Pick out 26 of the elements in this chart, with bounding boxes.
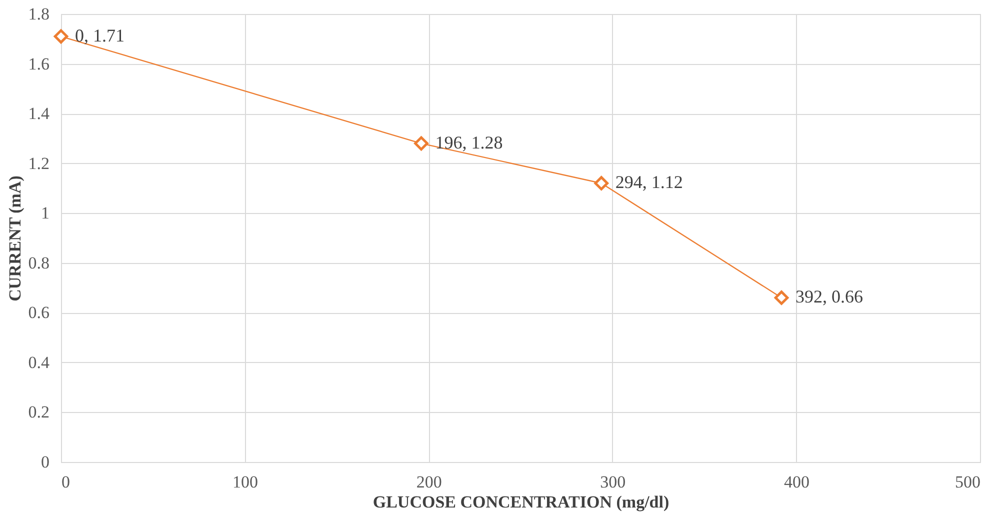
point — [594, 176, 609, 190]
y-tick-label: 0 — [41, 452, 50, 472]
x-tick-label: 400 — [784, 472, 810, 492]
y-tick-label: 1.4 — [28, 104, 50, 124]
x-tick-label: 100 — [232, 472, 258, 492]
y-tick-label: 1.6 — [28, 54, 50, 74]
point — [414, 136, 428, 151]
data-label: 294, 1.12 — [615, 172, 683, 192]
x-axis-title: GLUCOSE CONCENTRATION (mg/dl) — [372, 492, 670, 512]
point — [54, 29, 68, 44]
y-tick-label: 1.8 — [28, 4, 50, 24]
x-tick-label: 500 — [955, 472, 980, 492]
x-tick-label: 300 — [600, 472, 626, 492]
data-label: 196, 1.28 — [435, 132, 503, 152]
y-axis-title: CURRENT (mA) — [5, 176, 24, 302]
y-tick-label: 1.2 — [28, 154, 50, 173]
point — [774, 290, 789, 305]
y-tick-label: 0.6 — [28, 303, 50, 322]
data-label: 392, 0.66 — [795, 286, 863, 307]
x-tick-label: 0 — [62, 472, 70, 492]
y-tick-label: 0.2 — [28, 402, 50, 422]
y-tick-label: 0.4 — [28, 352, 50, 372]
y-tick-label: 1 — [41, 204, 50, 223]
x-tick-label: 200 — [416, 472, 442, 492]
data-label: 0, 1.71 — [75, 25, 124, 46]
y-tick-label: 0.8 — [28, 253, 50, 272]
